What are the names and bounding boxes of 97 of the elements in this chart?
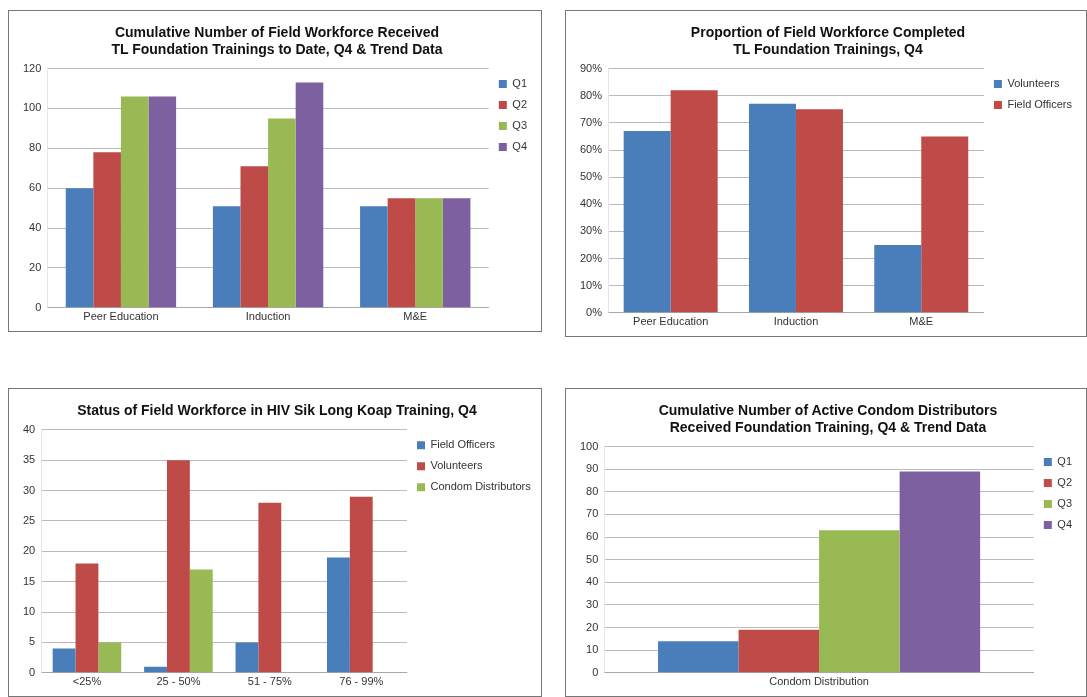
bar [268,118,296,308]
y-tick-label: 20 [22,544,36,557]
x-tick-label: 76 - 99% [339,675,384,688]
y-tick-label: 10% [579,278,603,291]
y-tick-label: 0% [586,305,603,318]
bar [98,642,122,673]
legend-label: Q3 [1057,497,1073,510]
y-tick-label: 60% [579,143,603,156]
legend-label: Q4 [1057,518,1073,531]
legend-label: Field Officers [430,438,496,451]
bar [326,557,350,673]
y-tick-label: 20 [586,620,599,633]
legend-label: Q1 [512,77,528,90]
y-tick-label: 80% [579,88,603,101]
legend-label: Q2 [512,98,528,111]
bar [738,629,820,673]
legend-label: Q2 [1057,476,1073,489]
y-tick-label: 30 [586,597,599,610]
bar [52,648,76,673]
chart-title: Cumulative Number of Field Workforce Received TL Foundation Trainings to Date, Q4 & Trend Data [111,24,443,58]
y-tick-label: 0 [35,300,42,313]
bar [670,90,718,313]
bar [360,206,388,308]
y-tick-label: 50% [579,170,603,183]
bar [295,82,324,308]
y-tick-label: 90% [579,61,603,74]
legend-label: Field Officers [1007,98,1073,111]
bar [120,96,149,308]
y-tick-label: 100 [22,101,42,114]
y-tick-label: 30 [22,483,36,496]
bar [212,206,241,308]
bar [442,198,471,308]
y-tick-label: 40 [29,221,42,234]
x-tick-label: M&E [909,315,934,328]
bar [258,502,282,673]
chart-title: Cumulative Number of Active Condom Distributors Received Foundation Training, Q4 & Trend Data [658,402,998,436]
y-tick-label: 60 [586,530,599,543]
x-tick-label: Peer Education [83,310,159,323]
x-tick-label: <25% [72,675,102,688]
bar [921,136,969,313]
y-tick-label: 20 [29,260,42,273]
y-tick-label: 60 [29,181,42,194]
x-tick-label: M&E [403,310,428,323]
chart-title: Status of Field Workforce in HIV Sik Long Koap Training, Q4 [77,402,477,419]
bar [93,152,121,308]
y-tick-label: 0 [29,665,36,678]
y-tick-label: 10 [586,643,599,656]
y-tick-label: 10 [22,605,36,618]
y-tick-label: 40 [22,422,36,435]
y-tick-label: 40 [586,575,599,588]
bar [658,641,739,673]
x-tick-label: Induction [245,310,291,323]
y-tick-label: 70% [579,115,603,128]
legend-label: Q3 [512,119,528,132]
legend-label: Condom Distributors [430,480,532,493]
bar [349,496,373,673]
bar [899,471,981,673]
bar [148,96,177,308]
bar [65,188,94,308]
y-tick-label: 30% [579,224,603,237]
bar [748,103,796,313]
x-tick-label: 51 - 75% [247,675,293,688]
y-tick-label: 5 [29,635,36,648]
y-tick-label: 80 [29,141,42,154]
bar [623,131,671,313]
chart-title: Proportion of Field Workforce Completed TL Foundation Trainings, Q4 [690,24,966,58]
bar [795,109,843,313]
y-tick-label: 50 [586,552,599,565]
y-tick-label: 70 [586,507,599,520]
bar [387,198,416,308]
bar [235,642,259,673]
y-tick-label: 20% [579,251,603,264]
bar [415,198,443,308]
legend-label: Q4 [512,140,528,153]
y-tick-label: 80 [586,484,599,497]
bar [874,244,922,313]
x-tick-label: 25 - 50% [156,675,201,688]
y-tick-label: 100 [579,439,599,452]
bar [240,166,269,308]
x-tick-label: Peer Education [633,315,709,328]
x-tick-label: Condom Distribution [769,675,869,688]
bar [819,530,900,673]
bar [166,460,190,673]
y-tick-label: 120 [22,61,42,74]
y-tick-label: 15 [22,574,36,587]
legend-label: Volunteers [1007,77,1060,90]
bar [144,666,167,673]
y-tick-label: 90 [586,462,599,475]
legend-label: Q1 [1057,455,1073,468]
y-tick-label: 35 [22,453,36,466]
bar [189,569,213,673]
x-tick-label: Induction [773,315,819,328]
bar [75,563,99,673]
y-tick-label: 0 [592,665,599,678]
legend-label: Volunteers [430,459,483,472]
y-tick-label: 25 [22,513,36,526]
y-tick-label: 40% [579,197,603,210]
